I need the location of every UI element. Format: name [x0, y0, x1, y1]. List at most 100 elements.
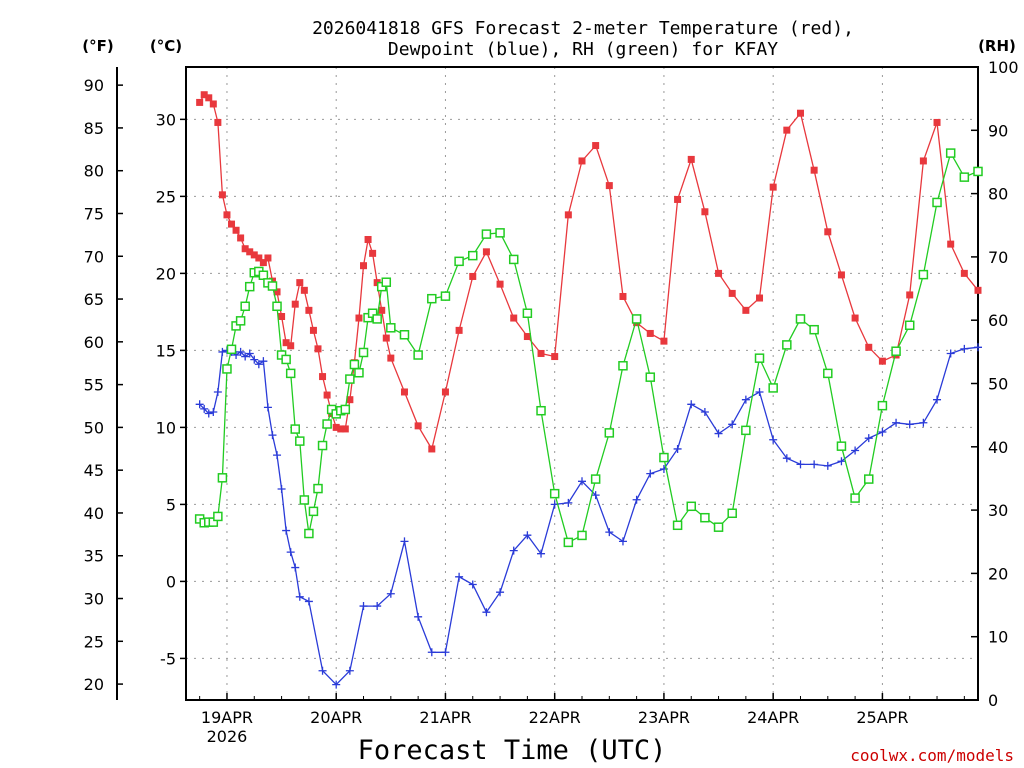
data-point [440, 291, 451, 301]
data-point [319, 373, 327, 381]
data-point [728, 289, 736, 297]
data-point [468, 580, 477, 589]
data-point [226, 344, 237, 355]
data-point [823, 368, 833, 379]
data-point [235, 316, 246, 326]
data-point [768, 383, 778, 393]
data-point [713, 522, 724, 532]
data-point [891, 346, 901, 356]
data-point [345, 666, 354, 675]
data-point [254, 360, 263, 369]
data-point [741, 395, 750, 404]
data-point [578, 157, 586, 165]
fahrenheit-tick-label: 30 [84, 590, 104, 609]
data-point [754, 353, 765, 363]
data-point [932, 197, 942, 208]
data-point [714, 429, 723, 438]
data-point [959, 172, 970, 182]
data-point [605, 182, 613, 190]
data-point [400, 388, 408, 396]
data-point [222, 364, 232, 374]
data-point [618, 537, 627, 546]
data-point [241, 352, 250, 361]
data-point [200, 404, 209, 413]
data-point [578, 477, 586, 486]
data-point [510, 314, 518, 322]
data-point [244, 281, 255, 292]
data-point [213, 387, 222, 396]
data-point [454, 256, 464, 267]
rh-tick-label: 50 [988, 375, 1008, 394]
data-point [299, 495, 310, 505]
data-point [340, 404, 351, 415]
data-point [878, 357, 886, 365]
data-point [455, 572, 464, 581]
data-point [313, 483, 323, 494]
data-point [386, 323, 396, 333]
x-tick-label: 21APR [419, 708, 471, 727]
data-point [427, 293, 437, 304]
data-point [354, 367, 364, 378]
data-point [537, 349, 545, 357]
x-year-label: 2026 [207, 727, 248, 746]
data-point [810, 460, 819, 469]
rh-tick-label: 30 [988, 501, 1008, 520]
celsius-tick-label: 10 [156, 418, 176, 437]
data-point [742, 306, 750, 314]
data-point [345, 374, 355, 384]
axes [116, 66, 979, 701]
data-point [673, 444, 682, 453]
rh-tick-label: 10 [988, 628, 1008, 647]
data-point [386, 589, 395, 598]
data-point [204, 409, 213, 418]
data-series [194, 91, 983, 689]
data-point [974, 343, 982, 352]
data-point [369, 249, 377, 257]
data-point [605, 528, 614, 537]
data-point [282, 339, 290, 347]
celsius-axis-unit: (°C) [150, 37, 182, 55]
data-point [672, 520, 683, 531]
data-point [209, 100, 217, 108]
data-point [481, 229, 492, 239]
data-point [308, 506, 319, 517]
data-point [646, 469, 655, 478]
data-point [427, 648, 436, 657]
data-point [381, 277, 392, 287]
data-point [223, 211, 231, 219]
celsius-tick-label: 5 [166, 495, 176, 514]
data-point [378, 306, 386, 314]
data-point [933, 118, 941, 126]
data-point [837, 457, 846, 466]
data-point [282, 526, 291, 535]
data-point [277, 485, 286, 493]
data-point [382, 334, 390, 342]
series-line [199, 93, 979, 451]
data-point [317, 440, 328, 451]
data-point [273, 451, 282, 460]
data-point [259, 259, 267, 267]
data-point [809, 324, 819, 335]
data-point [414, 422, 422, 430]
data-point [796, 460, 805, 469]
data-point [359, 602, 368, 611]
celsius-tick-label: 15 [156, 341, 176, 360]
data-point [332, 680, 341, 689]
data-point [255, 254, 263, 262]
data-point [341, 425, 349, 433]
data-point [237, 234, 245, 242]
celsius-tick-label: -5 [160, 649, 176, 668]
data-point [228, 220, 236, 228]
x-tick-label: 20APR [310, 708, 362, 727]
data-point [399, 330, 410, 340]
data-point [218, 191, 226, 199]
rh-tick-label: 70 [988, 248, 1008, 267]
data-point [322, 419, 332, 429]
data-point [305, 306, 313, 314]
rh-tick-label: 40 [988, 438, 1008, 457]
data-point [195, 400, 204, 409]
data-point [246, 248, 254, 256]
data-point [659, 452, 669, 463]
data-point [218, 347, 227, 356]
data-point [482, 608, 491, 617]
